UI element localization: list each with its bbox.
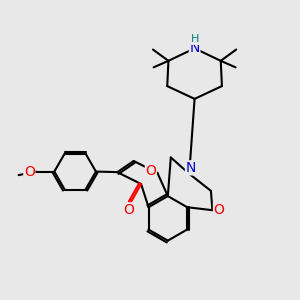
Text: N: N <box>189 41 200 56</box>
Text: H: H <box>191 34 200 44</box>
Text: N: N <box>185 161 196 175</box>
Text: O: O <box>24 164 35 178</box>
Text: O: O <box>146 164 156 178</box>
Text: O: O <box>214 203 224 217</box>
Text: O: O <box>123 203 134 217</box>
